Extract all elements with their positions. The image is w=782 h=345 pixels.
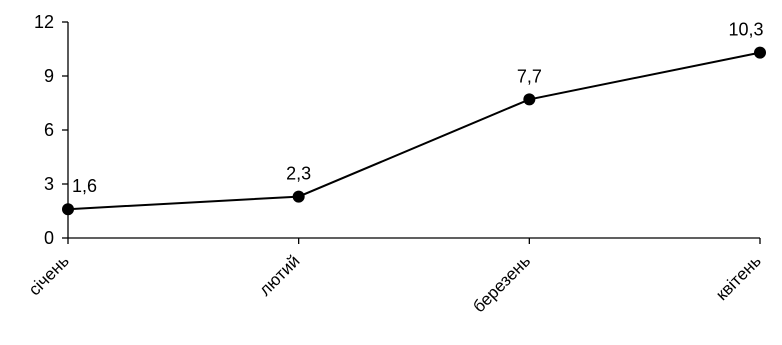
x-ticks: січень лютий березень квітень [25, 238, 765, 316]
data-label: 1,6 [72, 176, 97, 196]
data-point [523, 93, 535, 105]
x-category-label: квітень [712, 251, 765, 304]
y-axis: 0 3 6 9 12 [34, 12, 68, 248]
series-layer: 1,6 2,3 7,7 10,3 [62, 20, 766, 216]
series-line [68, 53, 760, 210]
y-tick-label: 6 [44, 120, 54, 140]
x-category-label: січень [25, 251, 73, 299]
data-label: 10,3 [728, 20, 763, 40]
y-tick-label: 9 [44, 66, 54, 86]
data-point [754, 47, 766, 59]
x-axis: січень лютий березень квітень [25, 238, 765, 316]
x-category-label: лютий [255, 251, 303, 299]
y-tick-label: 12 [34, 12, 54, 32]
data-point [62, 203, 74, 215]
data-label: 2,3 [286, 164, 311, 184]
y-tick-label: 3 [44, 174, 54, 194]
data-point [293, 191, 305, 203]
x-category-label: березень [469, 251, 534, 316]
y-ticks: 0 3 6 9 12 [34, 12, 68, 248]
data-label: 7,7 [517, 66, 542, 86]
y-tick-label: 0 [44, 228, 54, 248]
